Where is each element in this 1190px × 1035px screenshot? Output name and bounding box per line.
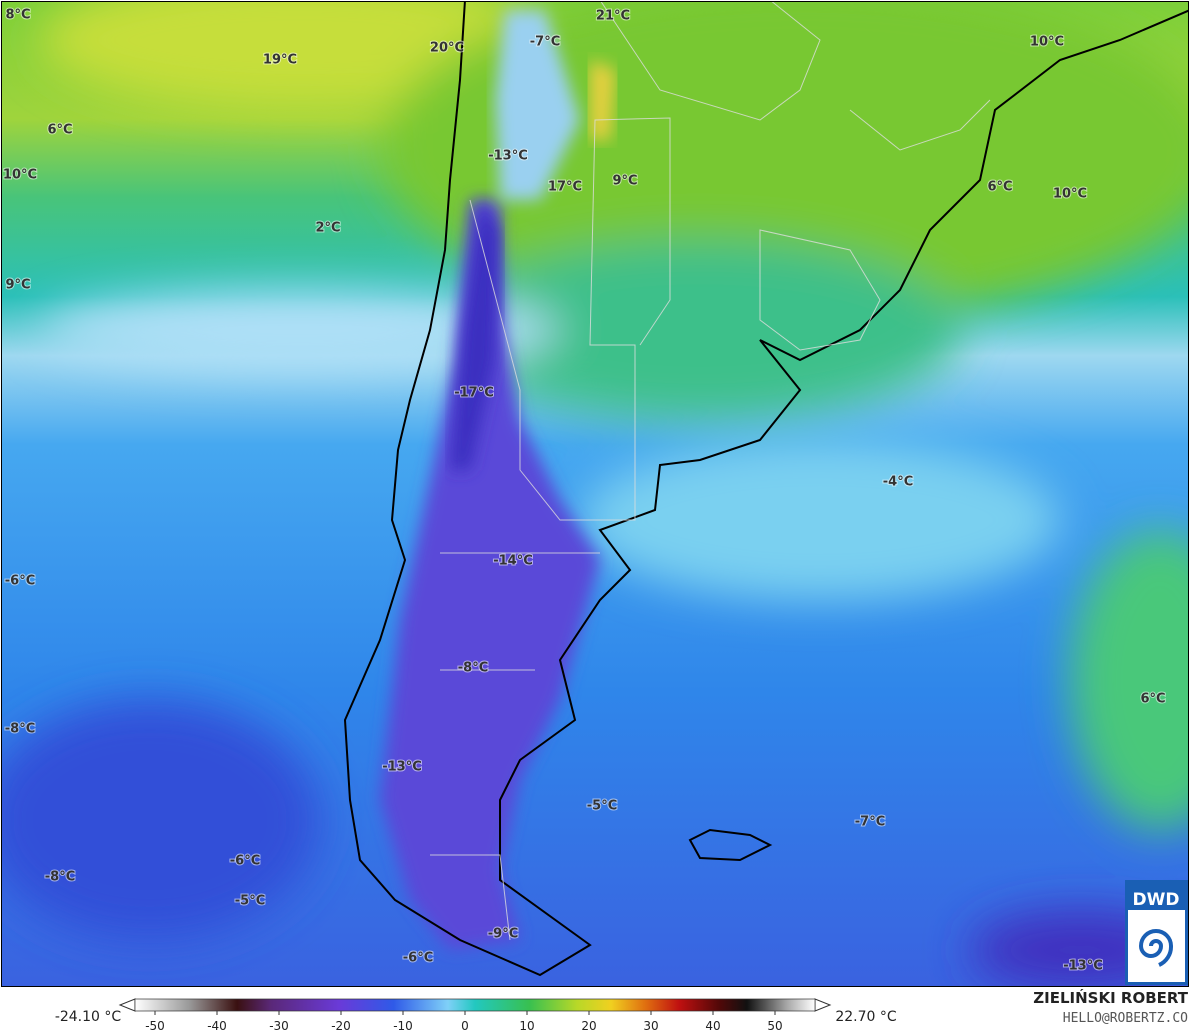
temperature-label: -6°C: [403, 951, 433, 966]
colorbar-tick-label: -30: [269, 1019, 289, 1033]
map-frame: [1, 1, 1189, 987]
temperature-label: -17°C: [454, 386, 494, 401]
credit-contact: HELLO@ROBERTZ.CO: [1063, 1011, 1188, 1026]
temperature-label: -7°C: [855, 815, 885, 830]
temperature-label: -5°C: [587, 799, 617, 814]
colorbar-min: -24.10 °C: [55, 1009, 122, 1025]
dwd-logo: DWD: [1125, 880, 1188, 985]
temperature-label: 8°C: [5, 8, 30, 23]
temperature-label: -14°C: [493, 554, 533, 569]
colorbar-tick-label: -20: [331, 1019, 351, 1033]
temperature-label: -8°C: [5, 722, 35, 737]
temperature-label: -6°C: [5, 574, 35, 589]
temperature-label: 2°C: [315, 221, 340, 236]
temperature-label: 6°C: [1140, 692, 1165, 707]
temperature-label: 6°C: [987, 180, 1012, 195]
temperature-label: 19°C: [263, 53, 297, 68]
temperature-label: 10°C: [1053, 187, 1087, 202]
temperature-label: 6°C: [47, 123, 72, 138]
colorbar-tick-label: 0: [461, 1019, 469, 1033]
colorbar-tick-label: -50: [145, 1019, 165, 1033]
temperature-label: 17°C: [548, 180, 582, 195]
colorbar-max: 22.70 °C: [835, 1009, 897, 1025]
colorbar-tick-label: -40: [207, 1019, 227, 1033]
colorbar-tick-label: 50: [767, 1019, 782, 1033]
temperature-label: 10°C: [3, 168, 37, 183]
temperature-label: -13°C: [1063, 959, 1103, 974]
temperature-label: 21°C: [596, 9, 630, 24]
colorbar-tick-label: 20: [581, 1019, 596, 1033]
temperature-label: 10°C: [1030, 35, 1064, 50]
colorbar-tick-label: -10: [393, 1019, 413, 1033]
temperature-label: -5°C: [235, 894, 265, 909]
colorbar: -24.10 °C 22.70 °C -50 -40 -30 -20 -10 0 10 20 3…: [55, 998, 897, 1033]
temperature-label: -8°C: [458, 661, 488, 676]
logo-text: DWD: [1133, 890, 1180, 910]
colorbar-tick-label: 30: [643, 1019, 658, 1033]
temperature-label: 20°C: [430, 41, 464, 56]
temperature-label: -8°C: [45, 870, 75, 885]
temperature-label: -7°C: [530, 35, 560, 50]
temperature-label: 9°C: [5, 278, 30, 293]
temperature-label: -6°C: [230, 854, 260, 869]
map: [2, 2, 1188, 986]
temperature-label: -9°C: [488, 927, 518, 942]
temperature-label: -13°C: [382, 760, 422, 775]
temperature-label: -4°C: [883, 475, 913, 490]
credit-name: ZIELIŃSKI ROBERT: [1033, 988, 1188, 1007]
colorbar-tick-label: 10: [519, 1019, 534, 1033]
temperature-label: -13°C: [488, 149, 528, 164]
colorbar-tick-label: 40: [705, 1019, 720, 1033]
temperature-label: 9°C: [612, 174, 637, 189]
